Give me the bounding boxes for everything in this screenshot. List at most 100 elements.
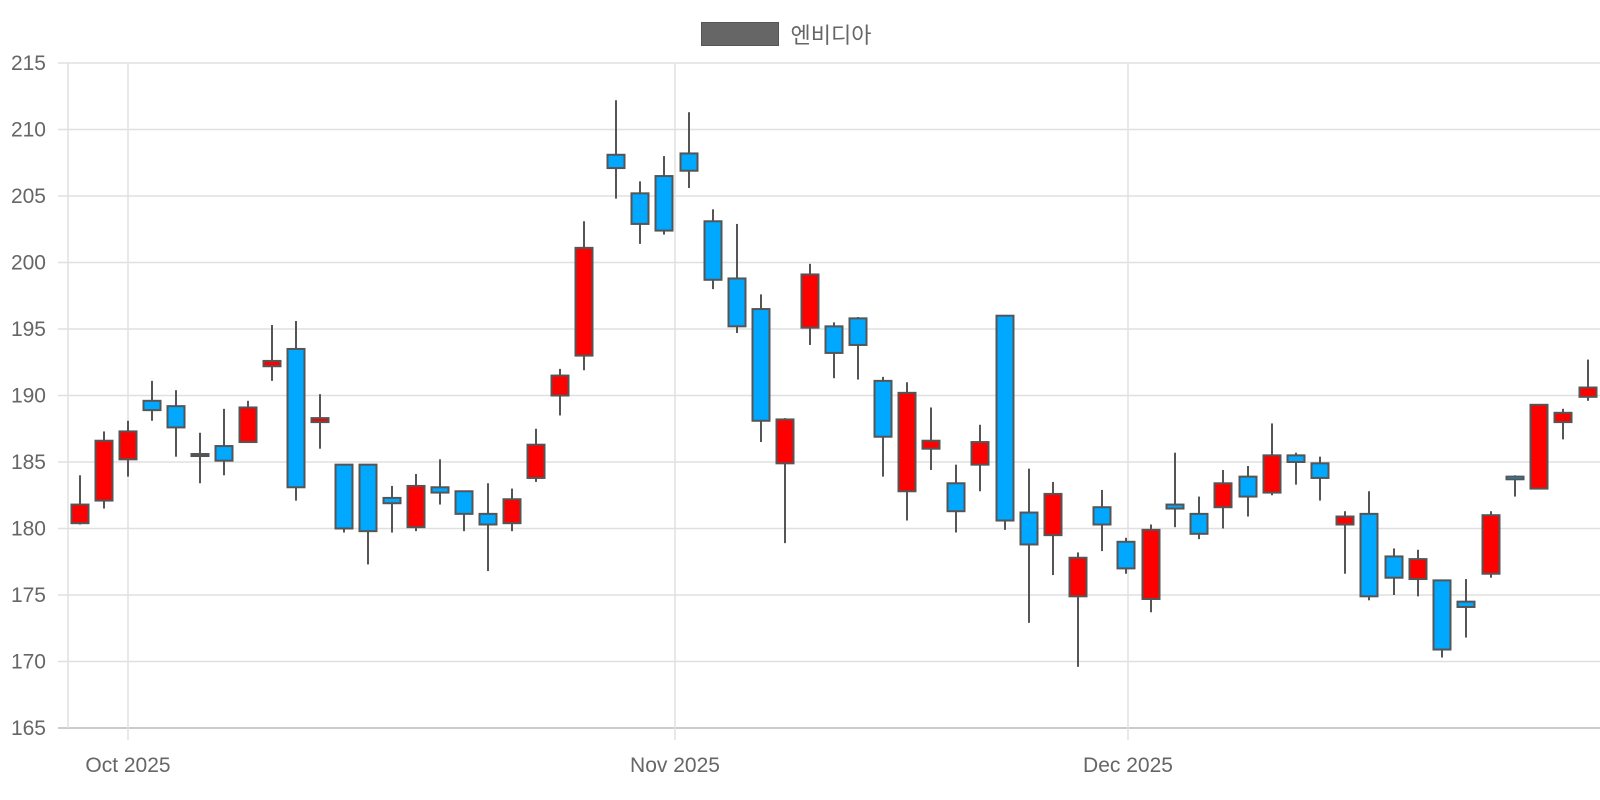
x-tick-label: Oct 2025 bbox=[85, 754, 170, 777]
candle-up[interactable] bbox=[1335, 511, 1355, 574]
candle-body bbox=[502, 498, 522, 525]
candle-body bbox=[574, 246, 594, 357]
candle-body bbox=[1578, 386, 1598, 398]
candles bbox=[70, 100, 1598, 667]
candle-body bbox=[70, 503, 90, 525]
candle-down[interactable] bbox=[1359, 491, 1379, 601]
candle-body bbox=[1116, 540, 1136, 570]
candle-down[interactable] bbox=[1019, 468, 1039, 623]
candle-up[interactable] bbox=[1213, 469, 1233, 529]
candle-down[interactable] bbox=[1456, 579, 1476, 638]
y-tick-label: 165 bbox=[11, 717, 46, 740]
candle-down[interactable] bbox=[630, 181, 650, 244]
candle-up[interactable] bbox=[970, 424, 990, 492]
candle-up[interactable] bbox=[1408, 549, 1428, 597]
candle-body bbox=[286, 347, 306, 489]
candle-down[interactable] bbox=[1310, 456, 1330, 501]
candle-down[interactable] bbox=[1189, 496, 1209, 540]
y-tick-label: 205 bbox=[11, 185, 46, 208]
candle-up[interactable] bbox=[550, 368, 570, 416]
candle-up[interactable] bbox=[897, 382, 917, 521]
candle-down[interactable] bbox=[1286, 452, 1306, 485]
candle-up[interactable] bbox=[526, 428, 546, 482]
candle-up[interactable] bbox=[94, 431, 114, 509]
candle-body bbox=[1019, 511, 1039, 546]
candle-up[interactable] bbox=[1141, 524, 1161, 613]
legend-swatch[interactable] bbox=[700, 22, 779, 46]
candle-up[interactable] bbox=[310, 394, 330, 449]
candle-down[interactable] bbox=[1238, 465, 1258, 517]
candle-up[interactable] bbox=[1043, 481, 1063, 576]
candle-down[interactable] bbox=[1092, 489, 1112, 552]
candle-body bbox=[970, 441, 990, 466]
candle-down[interactable] bbox=[1432, 579, 1452, 658]
candle-body bbox=[238, 406, 258, 444]
candle-body bbox=[1456, 600, 1476, 608]
candle-down[interactable] bbox=[946, 464, 966, 533]
candle-up[interactable] bbox=[800, 263, 820, 345]
candle-down[interactable] bbox=[1116, 537, 1136, 574]
candle-down[interactable] bbox=[430, 459, 450, 505]
candle-down[interactable] bbox=[727, 223, 747, 333]
legend-label[interactable]: 엔비디아 bbox=[790, 24, 872, 49]
candle-body bbox=[406, 484, 426, 529]
candle-body bbox=[1310, 462, 1330, 479]
candle-up[interactable] bbox=[70, 475, 90, 525]
candle-down[interactable] bbox=[1165, 452, 1185, 528]
candle-body bbox=[654, 175, 674, 232]
candle-down[interactable] bbox=[1384, 548, 1404, 595]
candle-up[interactable] bbox=[502, 488, 522, 532]
candle-up[interactable] bbox=[1481, 511, 1501, 578]
candle-down[interactable] bbox=[679, 112, 699, 189]
candle-down[interactable] bbox=[166, 390, 186, 457]
candle-down[interactable] bbox=[751, 294, 771, 443]
legend[interactable]: 엔비디아 bbox=[0, 18, 1600, 50]
candle-body bbox=[166, 405, 186, 429]
candle-body bbox=[1286, 454, 1306, 464]
candle-up[interactable] bbox=[1529, 403, 1549, 490]
candle-down[interactable] bbox=[1505, 475, 1525, 497]
candle-body bbox=[142, 399, 162, 412]
candle-body bbox=[800, 273, 820, 329]
candle-down[interactable] bbox=[190, 432, 210, 484]
y-tick-label: 170 bbox=[11, 651, 46, 674]
candle-up[interactable] bbox=[1262, 423, 1282, 496]
candle-down[interactable] bbox=[286, 321, 306, 501]
candle-body bbox=[824, 325, 844, 354]
candle-down[interactable] bbox=[478, 483, 498, 572]
candle-body bbox=[921, 439, 941, 450]
candle-up[interactable] bbox=[1578, 359, 1598, 401]
candle-down[interactable] bbox=[334, 463, 354, 533]
candle-body bbox=[1189, 512, 1209, 535]
candle-body bbox=[1262, 454, 1282, 494]
candle-down[interactable] bbox=[873, 376, 893, 477]
candle-down[interactable] bbox=[654, 156, 674, 235]
candle-up[interactable] bbox=[1553, 408, 1573, 440]
candle-body bbox=[478, 512, 498, 526]
candle-body bbox=[1141, 528, 1161, 600]
candle-up[interactable] bbox=[1068, 552, 1088, 667]
candle-up[interactable] bbox=[262, 325, 282, 381]
candle-body bbox=[1432, 579, 1452, 651]
candle-down[interactable] bbox=[214, 408, 234, 476]
candle-body bbox=[703, 220, 723, 281]
candle-down[interactable] bbox=[703, 209, 723, 290]
candle-down[interactable] bbox=[606, 100, 626, 199]
candle-up[interactable] bbox=[775, 418, 795, 544]
candle-up[interactable] bbox=[406, 473, 426, 532]
candle-down[interactable] bbox=[824, 322, 844, 379]
candle-up[interactable] bbox=[238, 400, 258, 444]
candle-down[interactable] bbox=[454, 490, 474, 532]
candle-body bbox=[630, 192, 650, 225]
candle-down[interactable] bbox=[848, 317, 868, 380]
candle-down[interactable] bbox=[358, 463, 378, 565]
candle-up[interactable] bbox=[574, 221, 594, 371]
candle-down[interactable] bbox=[142, 380, 162, 421]
candle-up[interactable] bbox=[118, 420, 138, 477]
candle-body bbox=[1238, 475, 1258, 498]
candle-up[interactable] bbox=[921, 407, 941, 470]
candle-down[interactable] bbox=[995, 314, 1015, 530]
candle-down[interactable] bbox=[382, 485, 402, 533]
